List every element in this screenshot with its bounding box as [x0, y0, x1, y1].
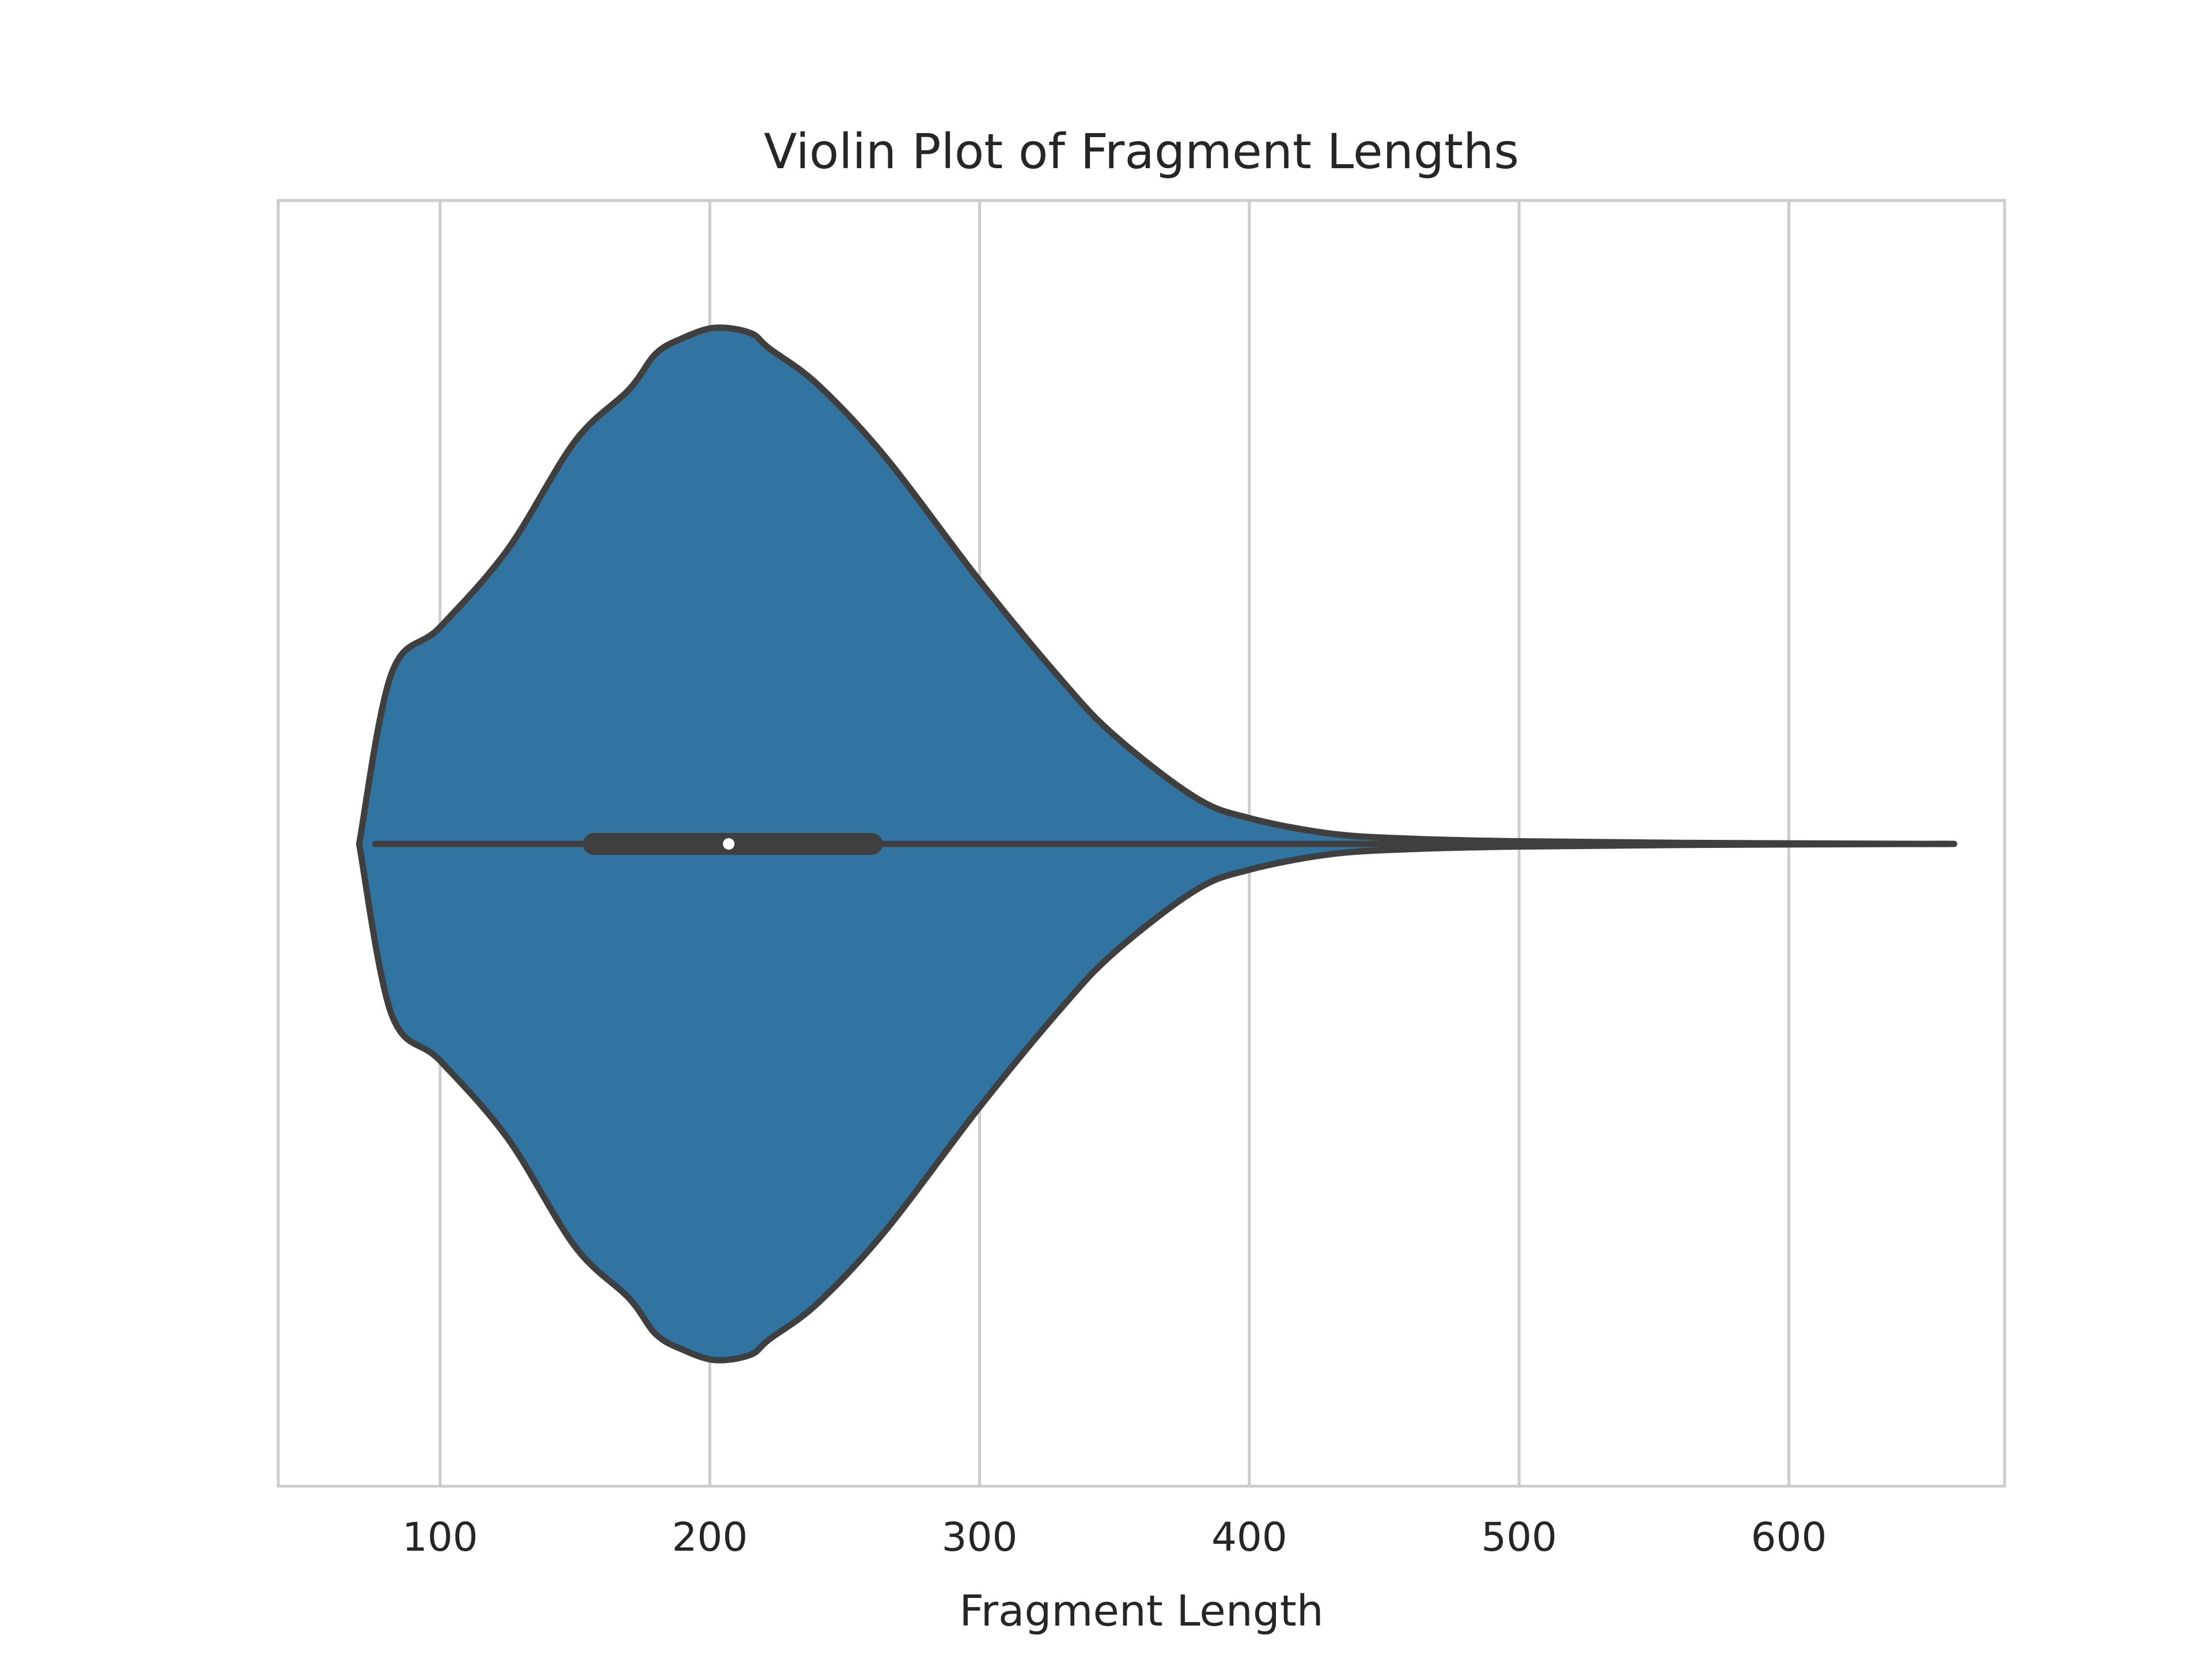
chart-title: Violin Plot of Fragment Lengths: [764, 123, 1519, 180]
x-tick-label-500: 500: [1481, 1514, 1557, 1560]
median-marker: [723, 838, 735, 850]
x-tick-label-400: 400: [1211, 1514, 1287, 1560]
x-tick-labels: 100 200 300 400 500 600: [402, 1514, 1827, 1560]
x-axis-label: Fragment Length: [959, 1586, 1323, 1636]
inner-box-layer: [372, 833, 1927, 855]
x-tick-label-600: 600: [1751, 1514, 1827, 1560]
x-tick-label-200: 200: [672, 1514, 748, 1560]
x-tick-label-100: 100: [402, 1514, 478, 1560]
axes-frame: [276, 199, 2006, 1488]
x-tick-label-300: 300: [942, 1514, 1018, 1560]
